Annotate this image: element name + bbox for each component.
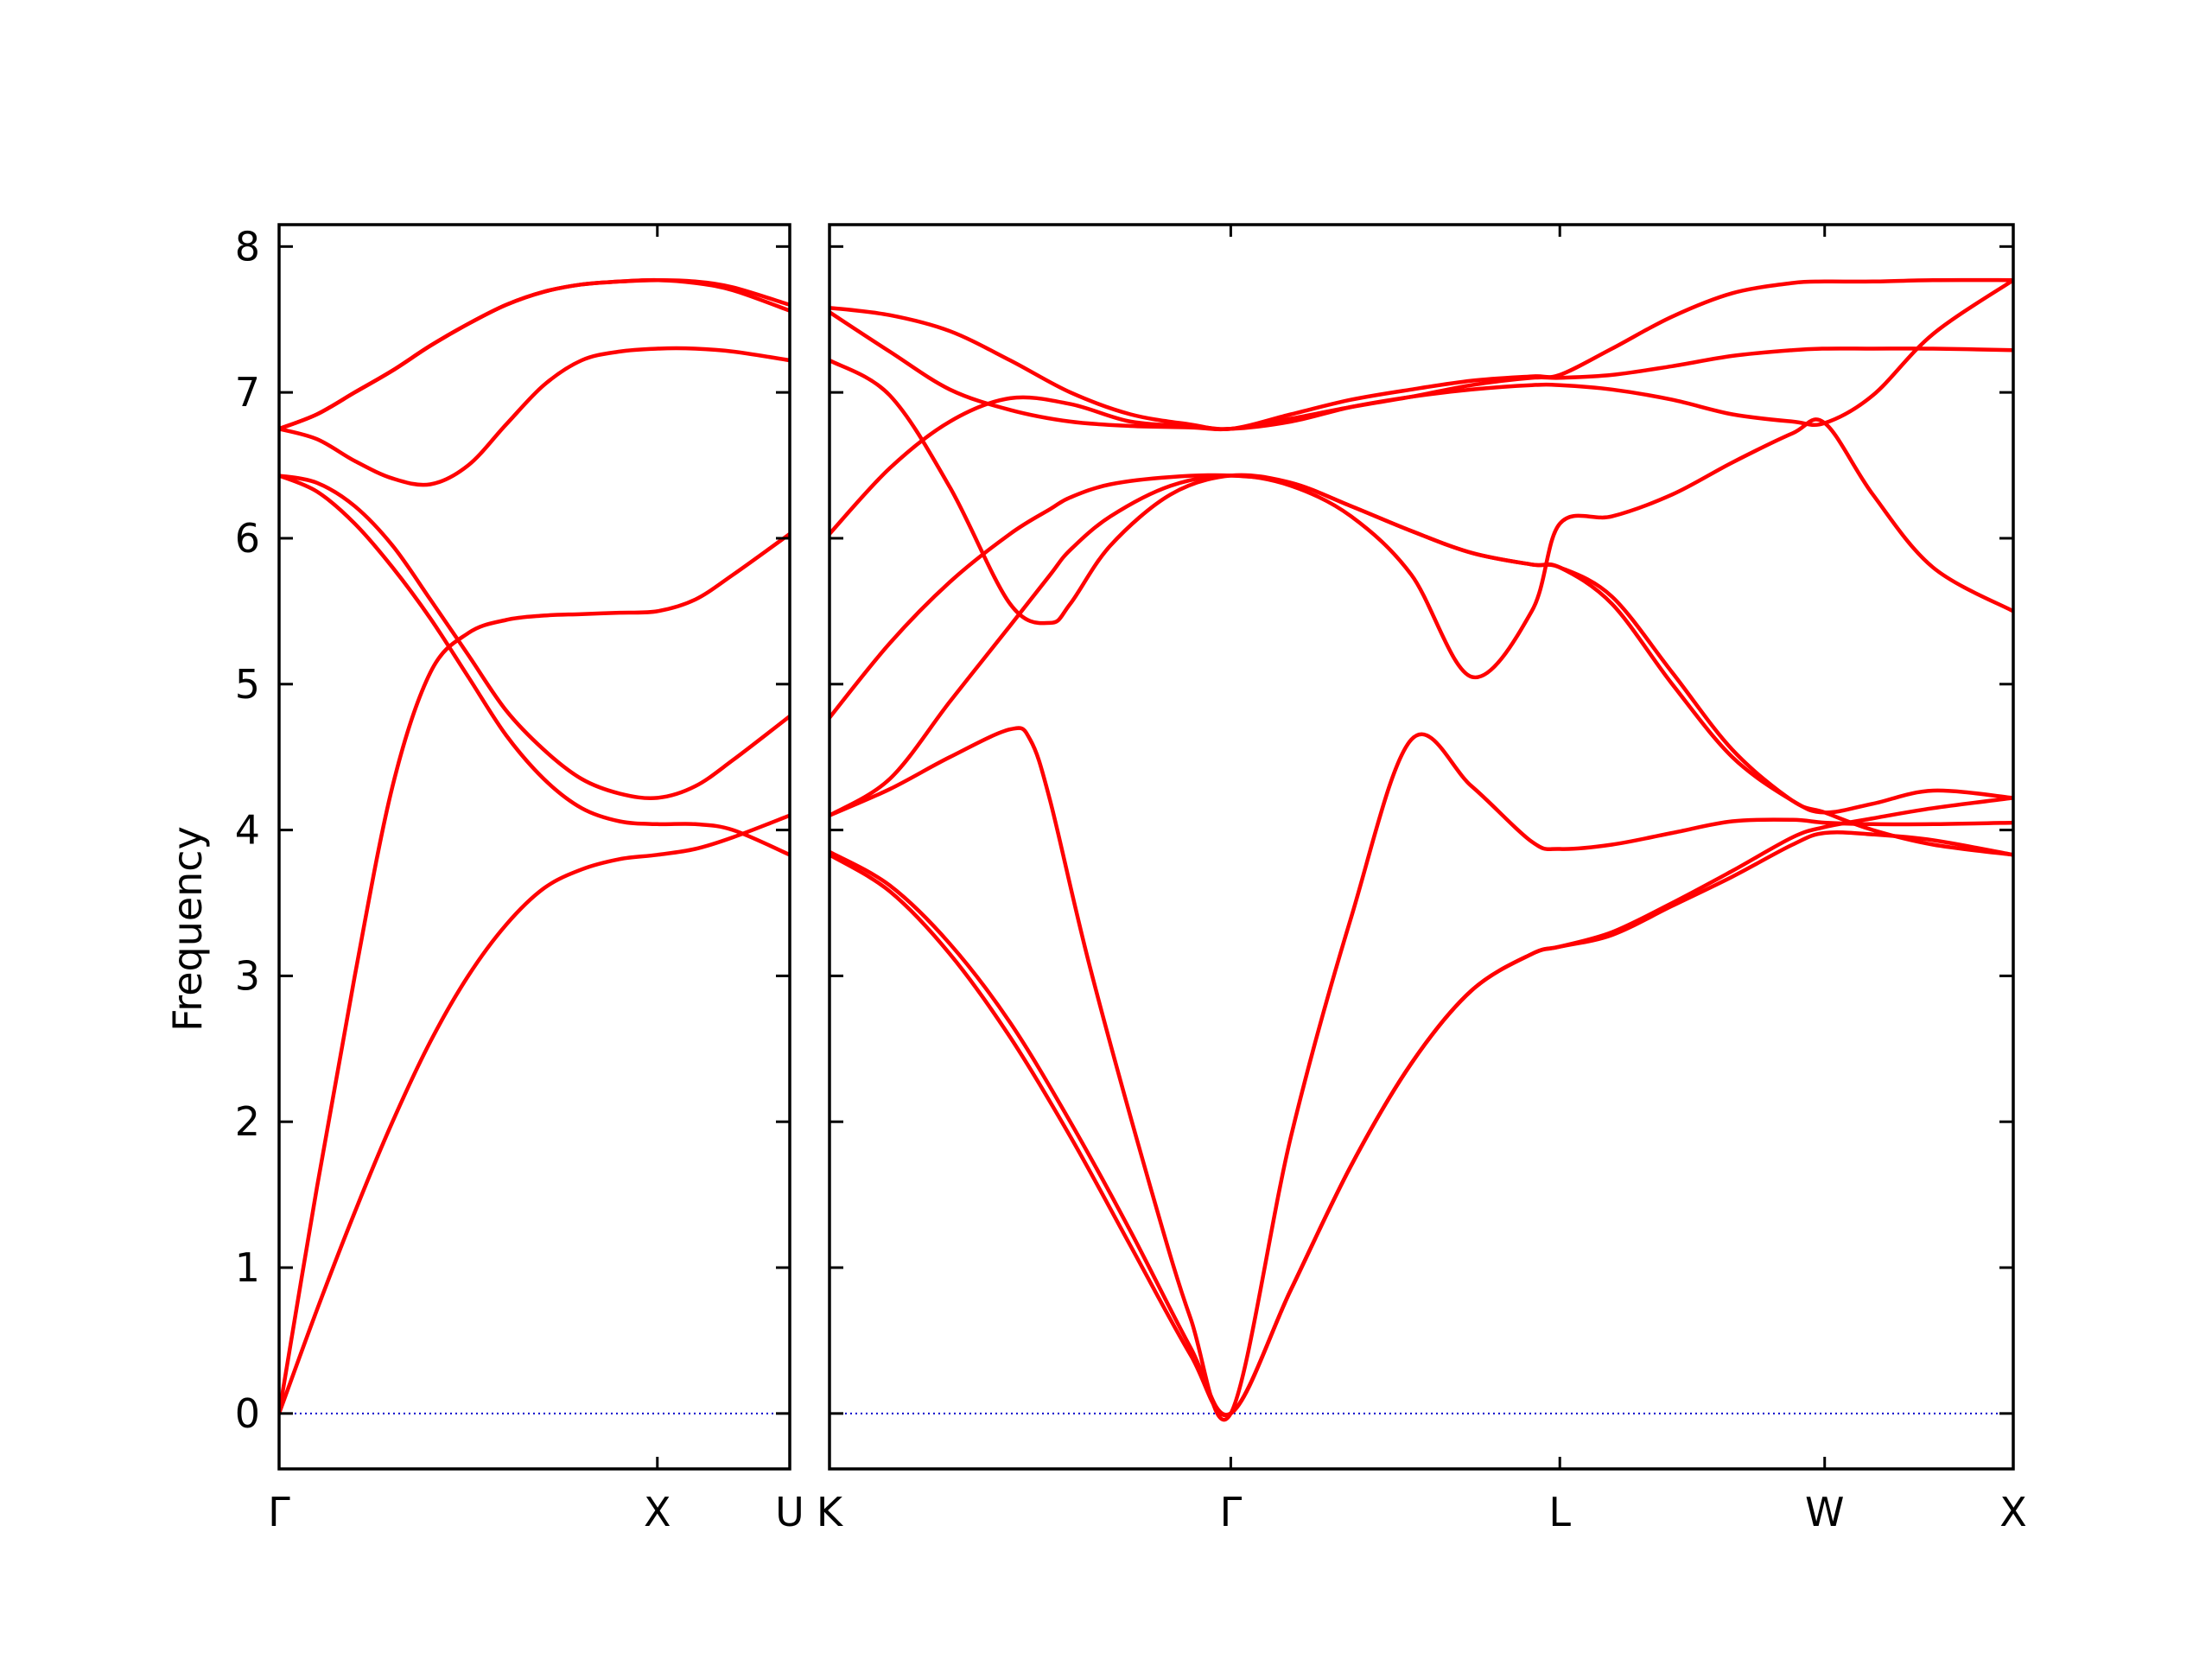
y-axis-label: Frequency bbox=[164, 826, 211, 1032]
band-series-4 bbox=[279, 474, 790, 801]
y-tick-label: 6 bbox=[235, 515, 260, 562]
band-series-4 bbox=[830, 417, 2013, 817]
band-series-5 bbox=[279, 346, 790, 487]
band-series-5 bbox=[830, 473, 2013, 857]
plot-frame bbox=[828, 223, 2015, 1471]
x-tick-label: X bbox=[644, 1489, 671, 1535]
band-series-7 bbox=[830, 277, 2013, 537]
band-series-3 bbox=[279, 474, 790, 857]
band-series-2 bbox=[279, 531, 790, 1416]
band-series-3 bbox=[830, 726, 2013, 1422]
band-series-1 bbox=[830, 796, 2013, 1417]
band-series-1 bbox=[279, 813, 790, 1416]
y-tick-label: 4 bbox=[235, 807, 260, 854]
y-tick-label: 5 bbox=[235, 661, 260, 708]
x-tick-label: L bbox=[1548, 1489, 1571, 1535]
plot-frame bbox=[277, 223, 791, 1471]
band-series-9 bbox=[830, 277, 2013, 432]
x-tick-label: Γ bbox=[268, 1489, 290, 1535]
x-tick-label: X bbox=[1999, 1489, 2027, 1535]
y-tick-label: 3 bbox=[235, 952, 260, 999]
band-lines bbox=[830, 277, 2013, 1422]
x-tick-label: K bbox=[817, 1489, 844, 1535]
band-series-6 bbox=[830, 358, 2013, 815]
band-series-2 bbox=[830, 830, 2013, 1418]
band-series-7 bbox=[279, 277, 790, 431]
band-series-6 bbox=[279, 277, 790, 431]
band-series-8 bbox=[830, 310, 2013, 432]
x-tick-label: Γ bbox=[1220, 1489, 1243, 1535]
y-tick-label: 8 bbox=[235, 223, 260, 270]
y-tick-label: 2 bbox=[235, 1098, 260, 1145]
y-tick-label: 7 bbox=[235, 369, 260, 416]
x-tick-label: U bbox=[775, 1489, 804, 1535]
y-tick-label: 0 bbox=[235, 1390, 260, 1437]
y-tick-label: 1 bbox=[235, 1244, 260, 1291]
x-tick-label: W bbox=[1805, 1489, 1844, 1535]
band-lines bbox=[279, 277, 790, 1416]
panel-gamma-x-u: 0 1 2 3 4 5 6 7 8 Γ X U bbox=[235, 223, 804, 1535]
